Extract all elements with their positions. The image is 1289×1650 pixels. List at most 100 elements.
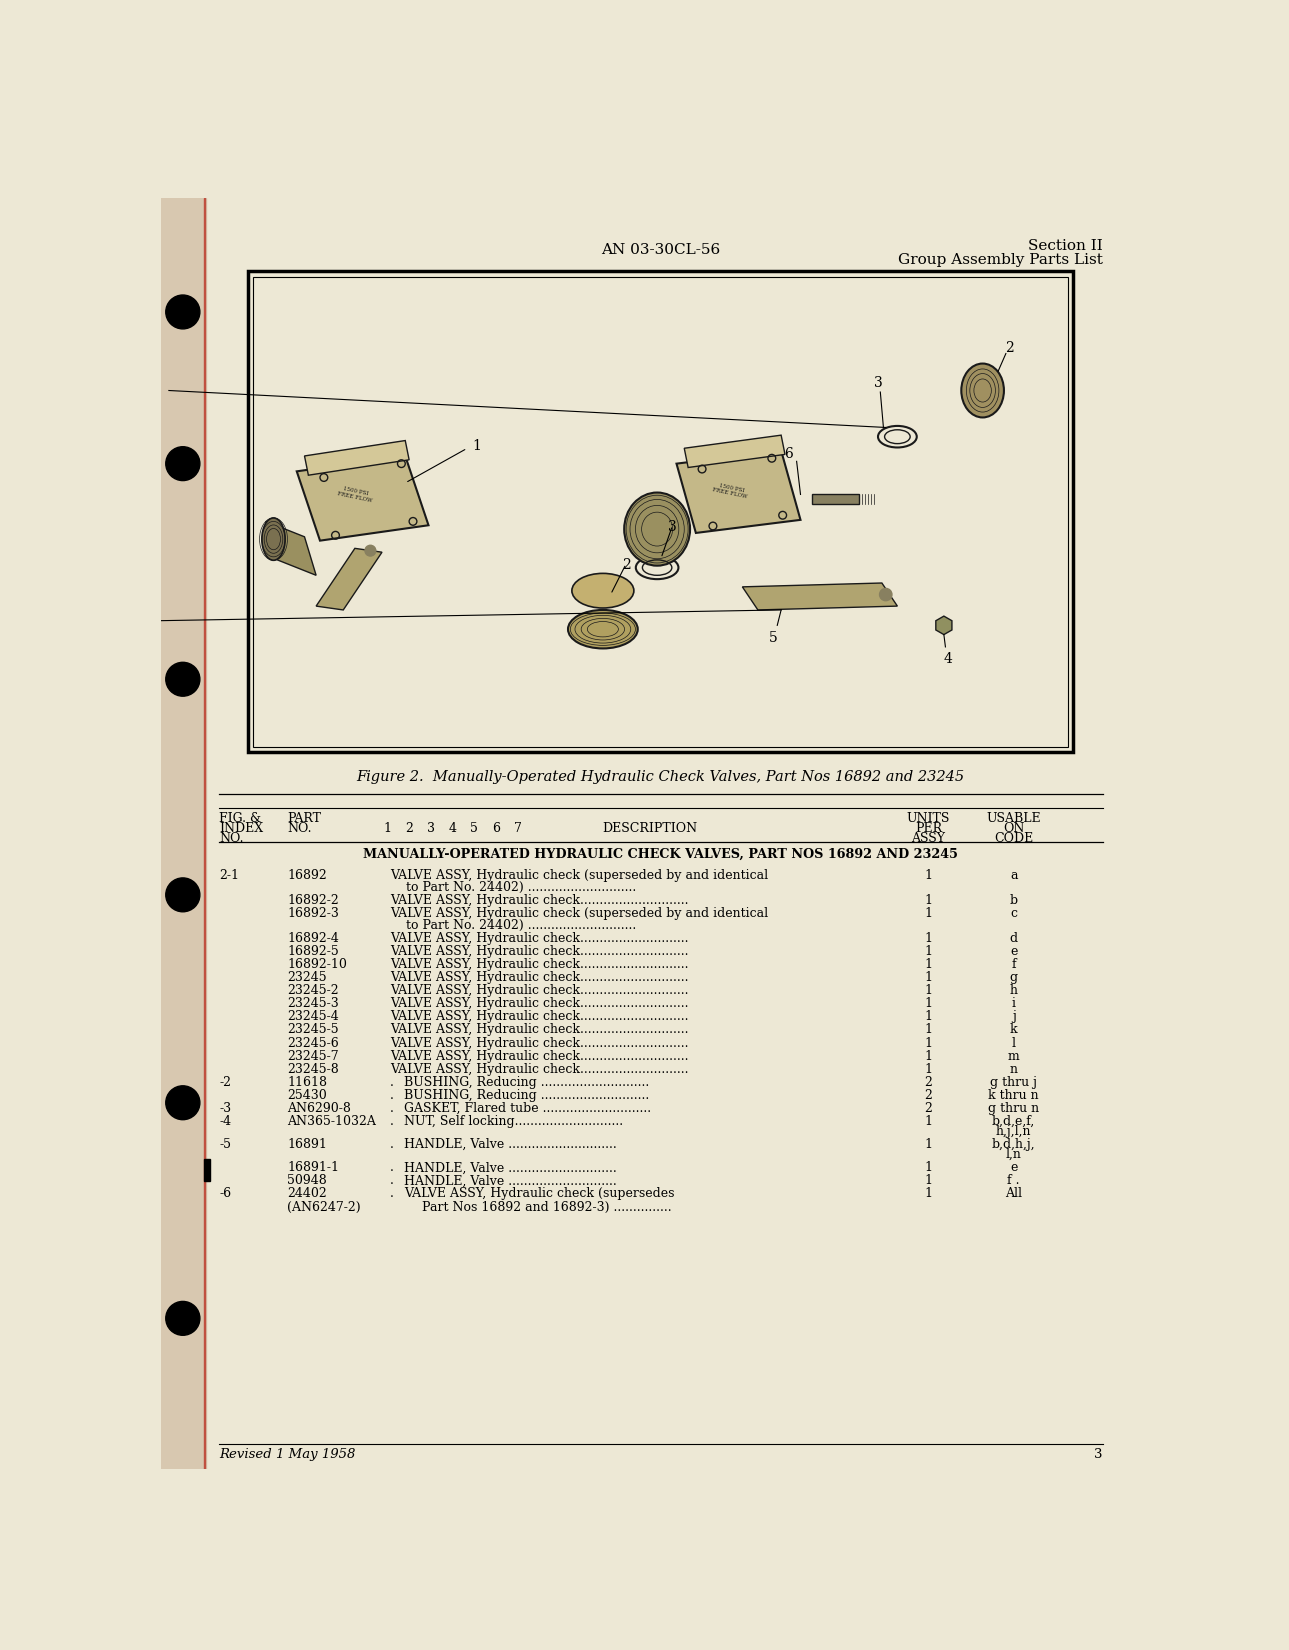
Text: VALVE ASSY, Hydraulic check............................: VALVE ASSY, Hydraulic check.............… bbox=[389, 1023, 688, 1036]
Text: VALVE ASSY, Hydraulic check............................: VALVE ASSY, Hydraulic check.............… bbox=[389, 1063, 688, 1076]
Text: 2: 2 bbox=[924, 1102, 932, 1115]
Text: b,d,e,f,: b,d,e,f, bbox=[993, 1115, 1035, 1129]
Text: Section II: Section II bbox=[1029, 239, 1103, 252]
Text: VALVE ASSY, Hydraulic check............................: VALVE ASSY, Hydraulic check.............… bbox=[389, 959, 688, 970]
Text: b: b bbox=[1009, 894, 1018, 908]
Text: VALVE ASSY, Hydraulic check............................: VALVE ASSY, Hydraulic check.............… bbox=[389, 1010, 688, 1023]
Text: 2: 2 bbox=[405, 822, 412, 835]
Bar bbox=[812, 495, 858, 503]
Text: 23245-8: 23245-8 bbox=[287, 1063, 339, 1076]
Text: 16891-1: 16891-1 bbox=[287, 1162, 339, 1175]
Text: 2: 2 bbox=[924, 1076, 932, 1089]
Text: 1: 1 bbox=[924, 1162, 932, 1175]
Text: c: c bbox=[1011, 908, 1017, 921]
Polygon shape bbox=[266, 521, 316, 576]
Text: 3: 3 bbox=[1094, 1449, 1103, 1462]
Text: VALVE ASSY, Hydraulic check............................: VALVE ASSY, Hydraulic check.............… bbox=[389, 1036, 688, 1049]
Text: 1: 1 bbox=[924, 945, 932, 959]
Text: 7: 7 bbox=[514, 822, 522, 835]
Ellipse shape bbox=[568, 610, 638, 648]
Text: VALVE ASSY, Hydraulic check............................: VALVE ASSY, Hydraulic check.............… bbox=[389, 945, 688, 959]
Text: BUSHING, Reducing ............................: BUSHING, Reducing ......................… bbox=[403, 1089, 648, 1102]
Ellipse shape bbox=[262, 518, 285, 561]
Text: 4: 4 bbox=[944, 652, 953, 667]
Text: .: . bbox=[389, 1175, 393, 1188]
Text: CODE: CODE bbox=[994, 832, 1034, 845]
Text: 1: 1 bbox=[924, 1049, 932, 1063]
Text: k thru n: k thru n bbox=[989, 1089, 1039, 1102]
Bar bbox=[204, 1158, 210, 1180]
Text: 24402: 24402 bbox=[287, 1188, 327, 1201]
Text: HANDLE, Valve ............................: HANDLE, Valve ..........................… bbox=[403, 1162, 616, 1175]
Text: f: f bbox=[1012, 959, 1016, 970]
Text: VALVE ASSY, Hydraulic check (superseded by and identical: VALVE ASSY, Hydraulic check (superseded … bbox=[389, 870, 768, 883]
Text: DESCRIPTION: DESCRIPTION bbox=[602, 822, 697, 835]
Text: GASKET, Flared tube ............................: GASKET, Flared tube ....................… bbox=[403, 1102, 651, 1115]
Text: h,j,l,n: h,j,l,n bbox=[996, 1125, 1031, 1138]
Text: g thru j: g thru j bbox=[990, 1076, 1038, 1089]
Text: -5: -5 bbox=[219, 1138, 231, 1152]
Text: .: . bbox=[389, 1188, 393, 1201]
Text: Group Assembly Parts List: Group Assembly Parts List bbox=[898, 252, 1103, 267]
Text: 6: 6 bbox=[492, 822, 500, 835]
Text: l: l bbox=[1012, 1036, 1016, 1049]
Text: 1: 1 bbox=[473, 439, 482, 454]
Text: BUSHING, Reducing ............................: BUSHING, Reducing ......................… bbox=[403, 1076, 648, 1089]
Ellipse shape bbox=[962, 363, 1004, 417]
Text: Figure 2.  Manually-Operated Hydraulic Check Valves, Part Nos 16892 and 23245: Figure 2. Manually-Operated Hydraulic Ch… bbox=[356, 771, 964, 784]
Text: 16892-3: 16892-3 bbox=[287, 908, 339, 921]
Text: UNITS: UNITS bbox=[906, 812, 950, 825]
Polygon shape bbox=[304, 441, 409, 475]
Text: j: j bbox=[1012, 1010, 1016, 1023]
Text: 3: 3 bbox=[668, 520, 677, 535]
Text: 16892-10: 16892-10 bbox=[287, 959, 347, 970]
Circle shape bbox=[365, 544, 376, 556]
Text: 2: 2 bbox=[621, 558, 630, 573]
Polygon shape bbox=[684, 436, 785, 467]
Text: PER: PER bbox=[915, 822, 942, 835]
Circle shape bbox=[166, 1086, 200, 1120]
Polygon shape bbox=[742, 582, 897, 610]
Text: e: e bbox=[1011, 945, 1017, 959]
Text: NO.: NO. bbox=[287, 822, 312, 835]
Circle shape bbox=[879, 589, 892, 601]
Text: -2: -2 bbox=[219, 1076, 231, 1089]
Text: 23245-6: 23245-6 bbox=[287, 1036, 339, 1049]
Text: 2: 2 bbox=[1005, 342, 1014, 355]
Text: 23245-5: 23245-5 bbox=[287, 1023, 339, 1036]
Text: USABLE: USABLE bbox=[986, 812, 1042, 825]
Text: 1: 1 bbox=[924, 1115, 932, 1129]
Text: (AN6247-2): (AN6247-2) bbox=[287, 1201, 361, 1213]
Polygon shape bbox=[296, 455, 428, 541]
Text: g thru n: g thru n bbox=[989, 1102, 1039, 1115]
Text: Revised 1 May 1958: Revised 1 May 1958 bbox=[219, 1449, 356, 1462]
Text: 1: 1 bbox=[924, 932, 932, 945]
Text: VALVE ASSY, Hydraulic check............................: VALVE ASSY, Hydraulic check.............… bbox=[389, 983, 688, 997]
Text: VALVE ASSY, Hydraulic check............................: VALVE ASSY, Hydraulic check.............… bbox=[389, 1049, 688, 1063]
Bar bbox=[161, 198, 206, 1468]
Text: 3: 3 bbox=[874, 376, 883, 389]
Text: 1: 1 bbox=[924, 997, 932, 1010]
Text: -6: -6 bbox=[219, 1188, 231, 1201]
Text: 16892-4: 16892-4 bbox=[287, 932, 339, 945]
Bar bbox=[254, 277, 1067, 747]
Text: NUT, Self locking............................: NUT, Self locking.......................… bbox=[403, 1115, 623, 1129]
Text: VALVE ASSY, Hydraulic check (supersedes: VALVE ASSY, Hydraulic check (supersedes bbox=[403, 1188, 674, 1201]
Text: 1: 1 bbox=[924, 1063, 932, 1076]
Text: g: g bbox=[1009, 972, 1018, 983]
Text: 1: 1 bbox=[924, 870, 932, 883]
Text: 1: 1 bbox=[383, 822, 392, 835]
Text: HANDLE, Valve ............................: HANDLE, Valve ..........................… bbox=[403, 1175, 616, 1188]
Text: 16891: 16891 bbox=[287, 1138, 327, 1152]
Text: .: . bbox=[389, 1162, 393, 1175]
Text: 1: 1 bbox=[924, 908, 932, 921]
Text: 1: 1 bbox=[924, 1010, 932, 1023]
Text: -4: -4 bbox=[219, 1115, 231, 1129]
Text: 25430: 25430 bbox=[287, 1089, 327, 1102]
Text: b,d,h,j,: b,d,h,j, bbox=[991, 1138, 1035, 1152]
Ellipse shape bbox=[572, 574, 634, 609]
Text: Part Nos 16892 and 16892-3) ...............: Part Nos 16892 and 16892-3) ............… bbox=[389, 1201, 672, 1213]
Text: h: h bbox=[1009, 983, 1017, 997]
Text: HANDLE, Valve ............................: HANDLE, Valve ..........................… bbox=[403, 1138, 616, 1152]
Text: a: a bbox=[1009, 870, 1017, 883]
